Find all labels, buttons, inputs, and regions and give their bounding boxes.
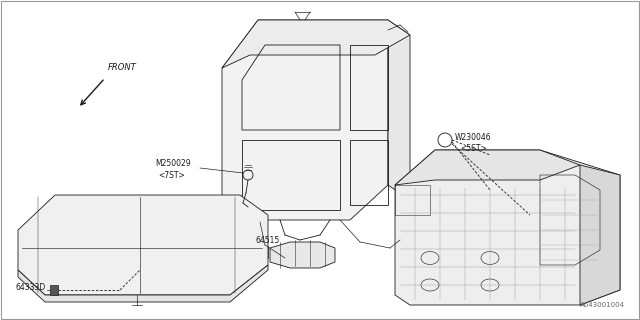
Polygon shape xyxy=(222,20,410,68)
Text: <5ST>: <5ST> xyxy=(460,143,487,153)
Polygon shape xyxy=(18,265,268,302)
Text: A643001004: A643001004 xyxy=(580,302,625,308)
Circle shape xyxy=(438,133,452,147)
Polygon shape xyxy=(222,20,388,220)
Polygon shape xyxy=(395,150,580,185)
Polygon shape xyxy=(270,242,335,268)
Text: <7ST>: <7ST> xyxy=(158,171,185,180)
Polygon shape xyxy=(18,195,268,295)
Text: 64333D: 64333D xyxy=(15,284,45,292)
Polygon shape xyxy=(395,150,620,305)
Text: M250029: M250029 xyxy=(155,158,191,167)
Text: 64515: 64515 xyxy=(255,236,279,244)
Text: W230046: W230046 xyxy=(455,132,492,141)
Polygon shape xyxy=(388,20,410,200)
Text: FRONT: FRONT xyxy=(108,63,137,72)
Bar xyxy=(50,285,58,295)
Polygon shape xyxy=(580,165,620,305)
